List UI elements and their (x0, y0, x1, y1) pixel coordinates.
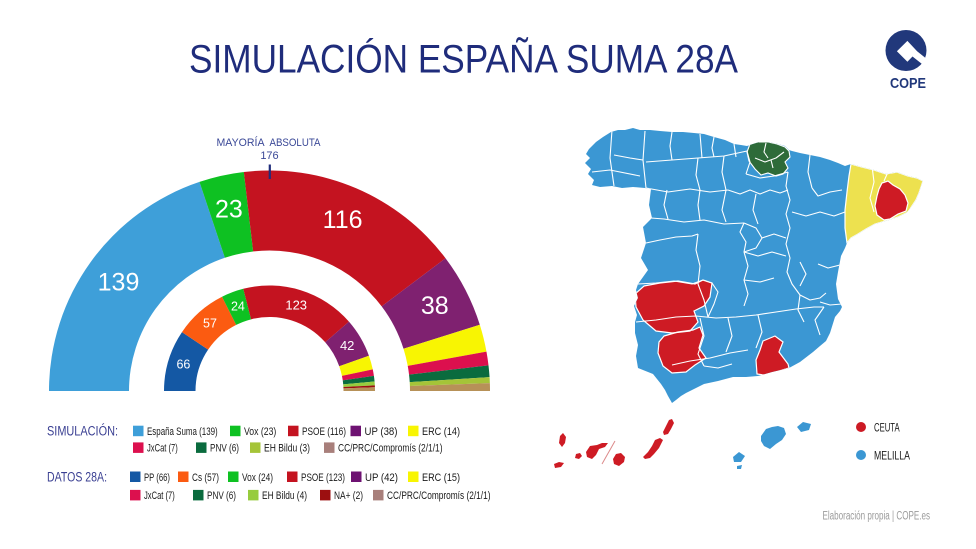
svg-text:COPE: COPE (890, 75, 926, 92)
svg-text:UP (38): UP (38) (365, 426, 398, 438)
svg-text:SIMULACIÓN ESPAÑA SUMA 28A: SIMULACIÓN ESPAÑA SUMA 28A (189, 37, 738, 82)
svg-text:123: 123 (285, 298, 307, 313)
svg-text:DATOS 28A:: DATOS 28A: (47, 469, 107, 484)
svg-text:PSOE (123): PSOE (123) (301, 472, 345, 484)
svg-text:176: 176 (260, 150, 278, 162)
svg-text:EH Bildu (3): EH Bildu (3) (264, 443, 310, 455)
svg-text:PP (66): PP (66) (144, 472, 170, 484)
svg-text:CC/PRC/Compromís (2/1/1): CC/PRC/Compromís (2/1/1) (387, 490, 491, 502)
svg-text:57: 57 (203, 317, 217, 331)
svg-text:Cs (57): Cs (57) (192, 472, 219, 484)
svg-text:66: 66 (176, 358, 190, 372)
svg-text:Vox (24): Vox (24) (242, 472, 273, 484)
svg-text:SIMULACIÓN:: SIMULACIÓN: (47, 424, 118, 439)
svg-text:EH Bildu (4): EH Bildu (4) (262, 490, 307, 502)
svg-text:CEUTA: CEUTA (874, 420, 900, 434)
svg-text:42: 42 (340, 338, 354, 353)
svg-text:24: 24 (231, 300, 245, 314)
svg-text:JxCat (7): JxCat (7) (147, 443, 178, 455)
svg-text:JxCat (7): JxCat (7) (144, 490, 175, 502)
svg-text:ERC (15): ERC (15) (422, 472, 460, 484)
svg-text:PNV (6): PNV (6) (207, 490, 236, 502)
svg-text:Vox (23): Vox (23) (244, 426, 276, 438)
svg-text:23: 23 (215, 196, 243, 224)
svg-text:Elaboración propia | COPE.es: Elaboración propia | COPE.es (823, 511, 931, 523)
svg-text:MAYORÍA: MAYORÍA (217, 136, 266, 149)
svg-text:PNV (6): PNV (6) (210, 443, 239, 455)
svg-text:MELILLA: MELILLA (874, 448, 910, 462)
svg-text:España Suma (139): España Suma (139) (147, 426, 218, 438)
svg-text:CC/PRC/Compromís (2/1/1): CC/PRC/Compromís (2/1/1) (338, 443, 443, 455)
svg-text:38: 38 (421, 292, 449, 320)
svg-text:ABSOLUTA: ABSOLUTA (270, 137, 322, 149)
svg-text:139: 139 (98, 268, 140, 296)
svg-text:NA+ (2): NA+ (2) (334, 490, 363, 502)
svg-text:ERC (14): ERC (14) (422, 426, 460, 438)
svg-text:116: 116 (323, 206, 363, 234)
svg-text:UP (42): UP (42) (365, 472, 398, 484)
svg-text:PSOE (116): PSOE (116) (302, 426, 346, 438)
